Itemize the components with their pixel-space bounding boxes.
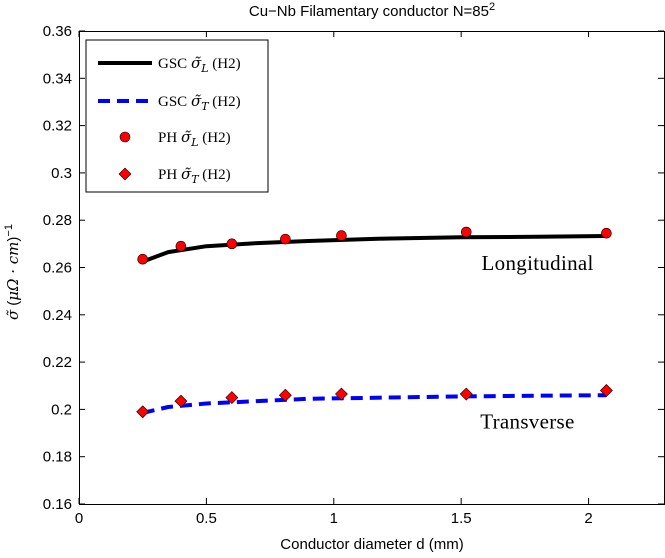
x-tick-label: 1 — [330, 510, 338, 527]
y-tick-label: 0.3 — [51, 165, 72, 182]
annotations: Longitudinal Transverse — [480, 251, 593, 433]
x-tick-label: 0.5 — [196, 510, 217, 527]
legend-label-prefix: PH — [158, 130, 181, 146]
legend-label-symbol: σ̃ — [191, 92, 202, 110]
data-point-diamond — [174, 394, 188, 408]
y-axis: 0.16 0.18 0.2 0.22 0.24 0.26 0.28 0.3 0.32 0.34 0.… — [43, 23, 664, 513]
data-point-diamond — [459, 387, 473, 401]
legend-label-symbol: σ̃ — [181, 128, 192, 146]
annotation-transverse: Transverse — [480, 409, 574, 433]
data-point-circle — [280, 233, 291, 245]
data-point-diamond — [599, 384, 613, 397]
y-axis-label-symbol: σ̃ — [4, 309, 22, 320]
legend-label-prefix: PH — [158, 167, 181, 183]
legend-label-symbol: σ̃ — [191, 54, 202, 72]
chart-title-text: Cu−Nb Filamentary conductor N=85 — [249, 3, 489, 20]
chart-title-sup: 2 — [489, 1, 495, 13]
legend-label: GSC σ̃T (H2) — [158, 92, 241, 113]
legend-label-prefix: GSC — [158, 56, 191, 72]
y-tick-label: 0.26 — [43, 260, 72, 277]
data-point-circle — [175, 240, 187, 252]
legend-label-suffix: (H2) — [199, 167, 231, 183]
y-tick-label: 0.24 — [43, 307, 72, 324]
y-tick-label: 0.32 — [43, 118, 72, 135]
legend-label-symbol: σ̃ — [181, 165, 192, 183]
data-point-circle — [336, 230, 347, 241]
x-tick-label: 1.5 — [451, 510, 472, 527]
legend-swatch-circle — [119, 131, 131, 143]
legend-label: GSC σ̃L (H2) — [158, 54, 241, 75]
y-tick-label: 0.22 — [43, 354, 72, 371]
legend: GSC σ̃L (H2)GSC σ̃T (H2)PH σ̃L (H2)PH σ̃… — [85, 39, 269, 193]
y-axis-label-close: ) — [5, 237, 22, 242]
data-point-circle — [460, 226, 472, 238]
x-tick-label: 2 — [584, 510, 592, 527]
legend-box — [85, 39, 269, 193]
legend-label-suffix: (H2) — [199, 130, 231, 146]
data-point-circle — [137, 253, 148, 265]
y-axis-label-exponent: −1 — [3, 224, 15, 237]
legend-label: PH σ̃T (H2) — [158, 165, 231, 186]
legend-label-subscript: T — [201, 100, 210, 113]
data-point-diamond — [225, 391, 239, 404]
y-tick-label: 0.28 — [43, 212, 72, 229]
legend-label: PH σ̃L (H2) — [158, 128, 231, 149]
legend-label-subscript: T — [191, 173, 200, 186]
legend-label-prefix: GSC — [158, 94, 191, 110]
y-tick-label: 0.2 — [51, 401, 72, 418]
data-point-circle — [601, 227, 612, 239]
x-axis: 0 0.5 1 1.5 2 — [75, 31, 593, 527]
chart-title: Cu−Nb Filamentary conductor N=852 — [249, 1, 495, 20]
y-axis-label-unit: μΩ · — [4, 264, 22, 301]
legend-label-subscript: L — [190, 136, 198, 149]
y-tick-label: 0.18 — [43, 449, 72, 466]
data-point-circle — [226, 238, 238, 250]
legend-label-suffix: (H2) — [209, 56, 241, 72]
legend-label-subscript: L — [200, 62, 208, 75]
x-tick-label: 0 — [75, 510, 83, 527]
data-point-diamond — [136, 405, 150, 419]
y-axis-label: σ̃ (μΩ · cm)−1 — [3, 224, 22, 320]
data-point-diamond — [335, 387, 348, 401]
y-tick-label: 0.34 — [43, 70, 72, 87]
y-tick-label: 0.16 — [43, 496, 72, 513]
y-axis-label-open: ( — [5, 301, 22, 306]
x-axis-label: Conductor diameter d (mm) — [280, 536, 463, 553]
legend-swatch-diamond — [118, 167, 132, 181]
annotation-longitudinal: Longitudinal — [482, 251, 594, 275]
data-point-diamond — [278, 388, 292, 402]
y-axis-label-cm: cm — [4, 242, 22, 265]
y-tick-label: 0.36 — [43, 23, 72, 40]
legend-label-suffix: (H2) — [209, 94, 241, 110]
series-layer — [136, 226, 613, 419]
